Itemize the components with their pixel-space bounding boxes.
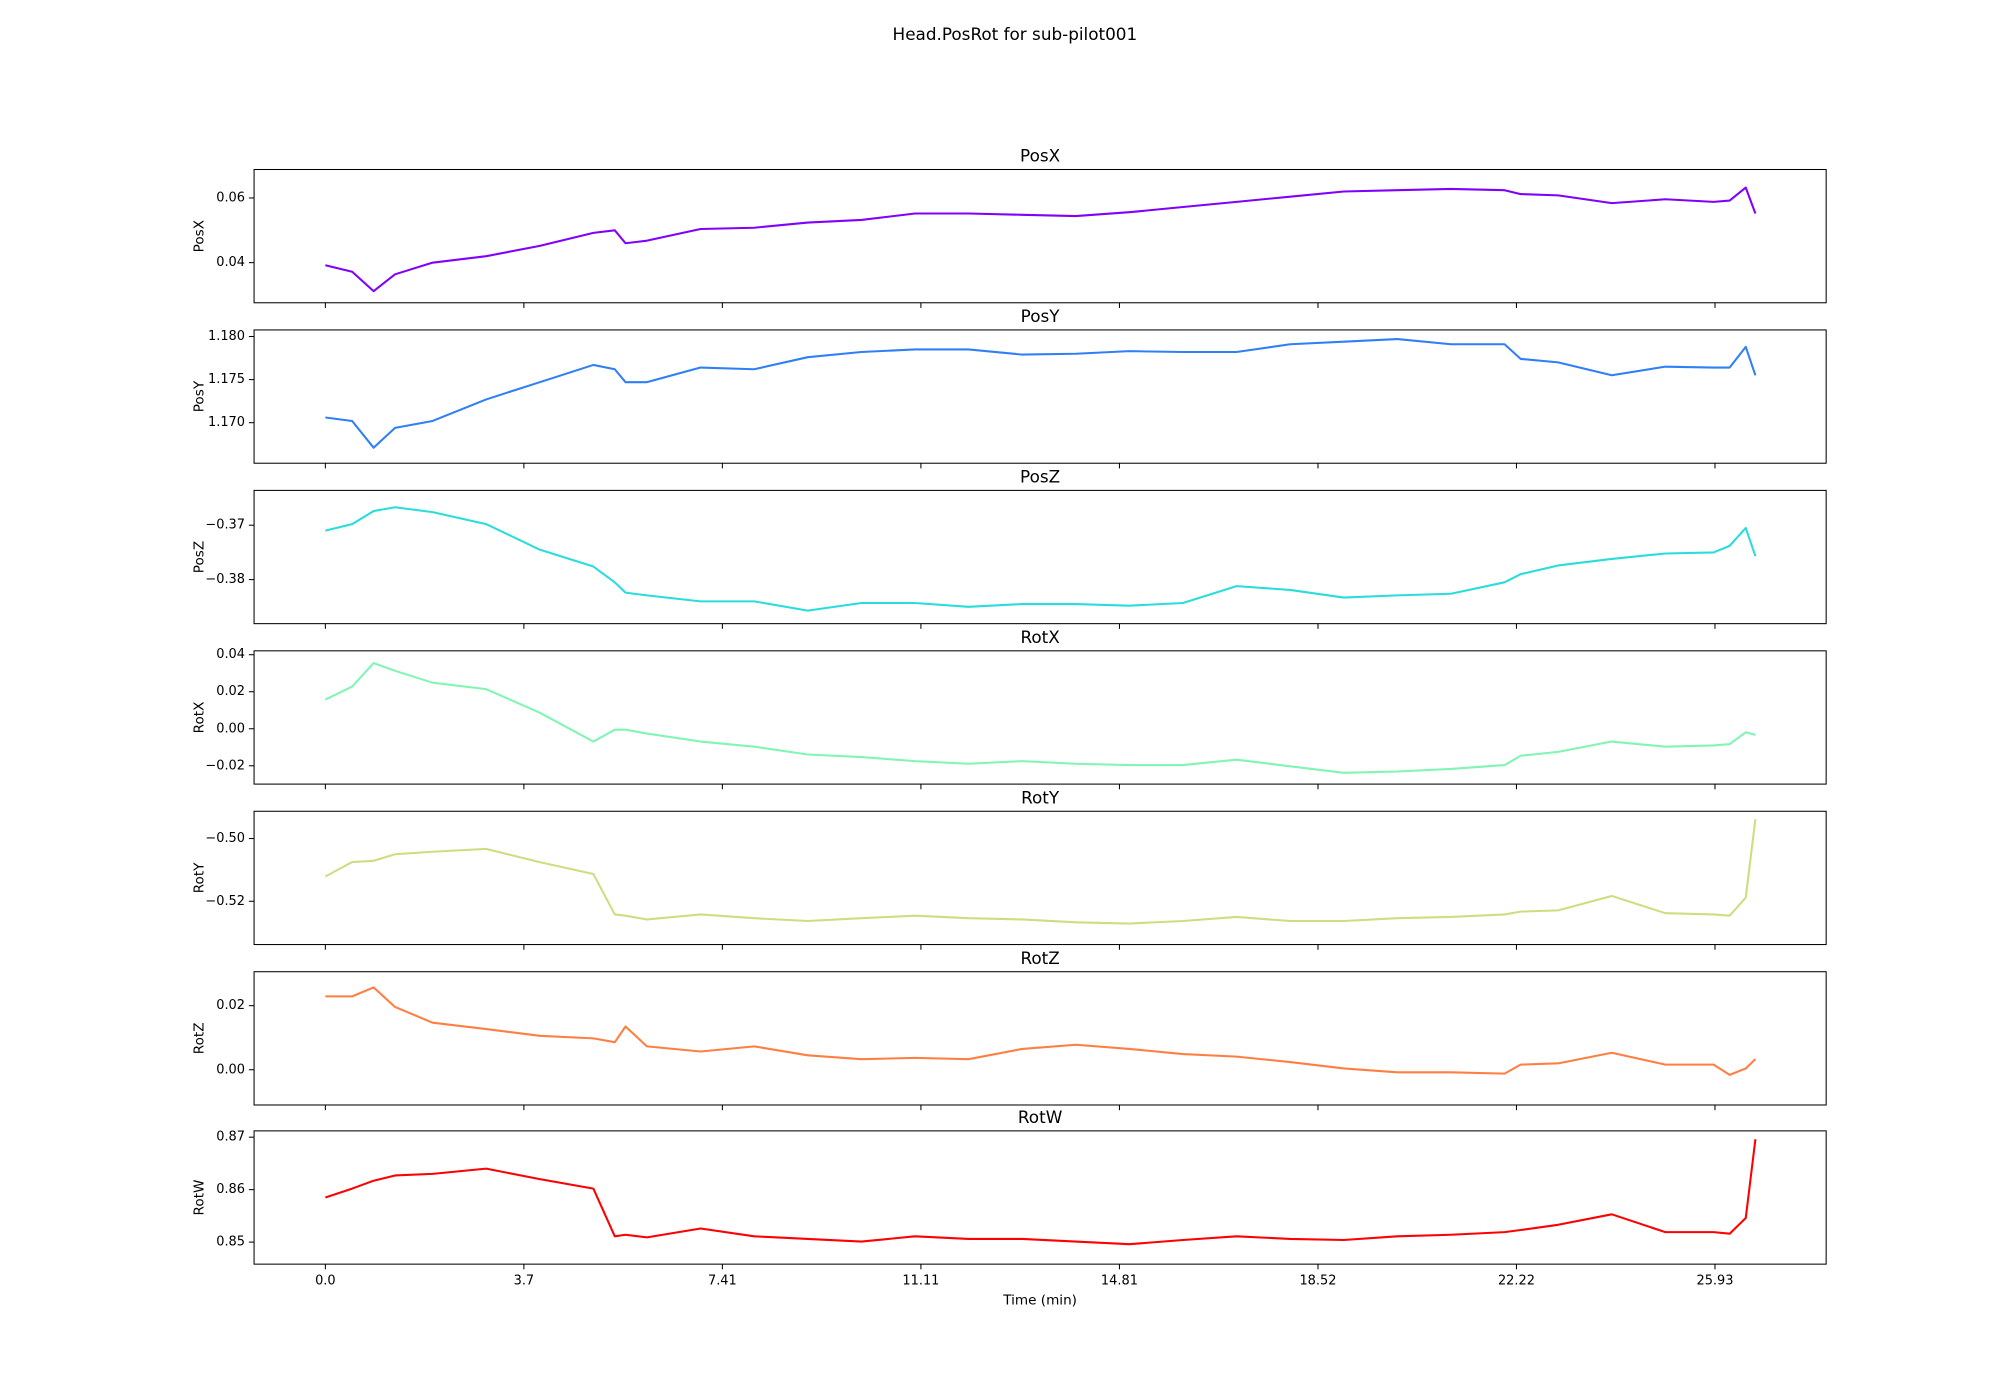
figure-title: Head.PosRot for sub-pilot001 [893, 24, 1138, 44]
data-line [325, 1139, 1757, 1246]
y-tick-label: −0.02 [205, 758, 245, 773]
y-axis-label: PosZ [192, 541, 208, 573]
y-axis-label: RotW [192, 1180, 208, 1216]
data-line [325, 986, 1757, 1076]
y-axis-label: PosY [192, 380, 208, 412]
x-tick-label: 22.22 [1498, 1273, 1535, 1288]
y-axis-label: RotX [192, 702, 208, 734]
y-axis-label: RotZ [192, 1022, 208, 1054]
x-tick-label: 14.81 [1101, 1273, 1138, 1288]
data-line [324, 818, 1757, 925]
y-tick-label: −0.52 [205, 894, 245, 909]
y-tick-label: −0.50 [205, 831, 245, 846]
y-tick-label: 0.06 [216, 190, 245, 205]
x-tick-label: 7.41 [708, 1273, 737, 1288]
y-tick-label: 1.180 [208, 329, 245, 344]
x-tick-label: 0.0 [315, 1273, 336, 1288]
axes-title: PosX [1020, 146, 1060, 166]
y-tick-label: 0.02 [216, 684, 245, 699]
x-tick-label: 3.7 [514, 1273, 535, 1288]
data-line [324, 662, 1756, 774]
axes-frame [253, 971, 1827, 1106]
axes-frame [253, 168, 1827, 304]
y-axis-label: RotY [192, 862, 208, 893]
y-tick-label: 0.04 [216, 647, 245, 662]
y-axis-label: PosX [192, 220, 208, 252]
y-tick-label: 0.02 [216, 998, 245, 1013]
y-tick-label: 0.87 [216, 1130, 245, 1145]
x-tick-label: 11.11 [902, 1273, 939, 1288]
axes-frame [253, 329, 1827, 464]
y-tick-label: 1.175 [208, 372, 245, 387]
y-tick-label: 0.04 [216, 255, 245, 270]
y-tick-label: −0.37 [205, 518, 245, 533]
data-line [325, 338, 1757, 449]
y-tick-label: 0.85 [216, 1235, 245, 1250]
axes-frame [253, 650, 1827, 785]
axes-title: PosY [1021, 306, 1061, 326]
x-axis-label: Time (min) [1002, 1292, 1077, 1308]
y-tick-label: 0.86 [216, 1182, 245, 1197]
axes-title: PosZ [1020, 466, 1060, 486]
axes-frame [253, 810, 1827, 946]
y-tick-label: 0.00 [216, 1062, 245, 1077]
data-line [325, 186, 1757, 293]
data-line [325, 506, 1757, 612]
x-tick-label: 18.52 [1299, 1273, 1336, 1288]
axes-frame [253, 1130, 1827, 1265]
axes-title: RotY [1021, 787, 1060, 807]
y-tick-label: −0.38 [205, 572, 245, 587]
axes-title: RotW [1018, 1107, 1063, 1127]
y-tick-label: 0.00 [216, 721, 245, 736]
axes-title: RotZ [1020, 948, 1059, 968]
axes-frame [253, 489, 1827, 625]
x-tick-label: 25.93 [1696, 1273, 1733, 1288]
y-tick-label: 1.170 [208, 415, 245, 430]
axes-title: RotX [1020, 627, 1059, 647]
